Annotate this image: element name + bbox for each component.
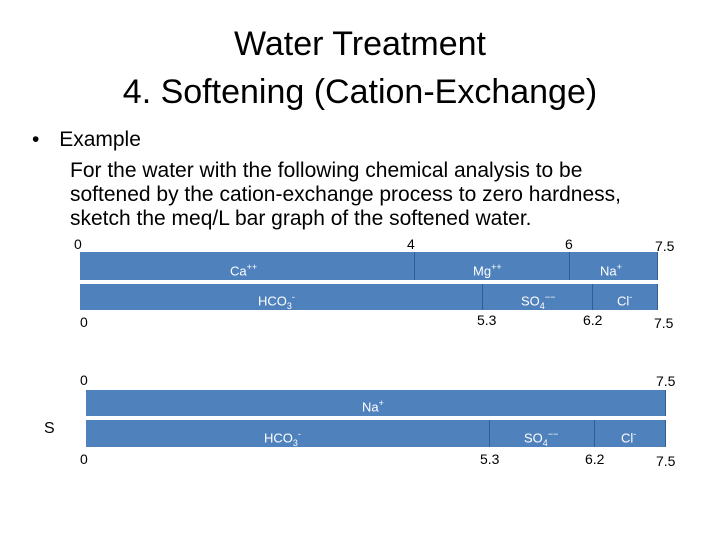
raw-bar-cl: Cl- <box>593 284 658 310</box>
raw-label-hco3: HCO3- <box>258 292 295 311</box>
raw-cation-tick-6: 6 <box>565 236 573 252</box>
raw-label-ca: Ca++ <box>230 262 258 279</box>
raw-label-so4: SO4−− <box>521 292 556 311</box>
example-heading: Example <box>59 128 141 151</box>
soft-bar-hco3: HCO3- <box>86 420 490 448</box>
slide-title-line-1: Water Treatment <box>234 25 486 63</box>
raw-cation-tick-0: 0 <box>74 236 82 252</box>
raw-label-mg: Mg++ <box>473 262 502 279</box>
raw-label-na: Na+ <box>600 262 622 279</box>
soft-anion-tick-0: 0 <box>80 451 88 467</box>
raw-bar-so4: SO4−− <box>483 284 593 311</box>
raw-anion-tick-7-5: 7.5 <box>654 315 674 331</box>
slide-title-line-2: 4. Softening (Cation-Exchange) <box>122 73 598 111</box>
bullet-example: • Example <box>32 128 141 152</box>
example-text-line-3: sketch the meq/L bar graph of the soften… <box>70 207 532 230</box>
raw-anion-tick-5-3: 5.3 <box>477 312 497 328</box>
bullet-dot: • <box>32 128 40 151</box>
raw-bar-mg: Mg++ <box>415 252 570 280</box>
example-text-line-1: For the water with the following chemica… <box>70 159 583 182</box>
soft-label-so4: SO4−− <box>524 429 559 448</box>
raw-anion-tick-6-2: 6.2 <box>583 312 603 328</box>
softened-side-label: S <box>44 420 55 437</box>
soft-label-na: Na+ <box>362 398 384 415</box>
soft-anion-tick-6-2: 6.2 <box>585 451 605 467</box>
example-text-line-2: softened by the cation-exchange process … <box>70 183 622 206</box>
raw-bar-hco3: HCO3- <box>80 284 483 311</box>
raw-cation-tick-7-5: 7.5 <box>655 238 675 254</box>
soft-label-hco3: HCO3- <box>264 429 301 448</box>
raw-bar-na: Na+ <box>570 252 658 280</box>
soft-anion-tick-7-5: 7.5 <box>656 453 676 469</box>
soft-bar-na: Na+ <box>86 390 666 416</box>
soft-cation-tick-7-5: 7.5 <box>656 373 676 389</box>
soft-anion-tick-5-3: 5.3 <box>480 451 500 467</box>
soft-cation-tick-0: 0 <box>80 372 88 388</box>
raw-cation-tick-4: 4 <box>407 236 415 252</box>
raw-bar-ca: Ca++ <box>80 252 415 280</box>
raw-label-cl: Cl- <box>617 292 633 309</box>
raw-anion-tick-0: 0 <box>80 314 88 330</box>
soft-label-cl: Cl- <box>621 429 637 446</box>
soft-bar-so4: SO4−− <box>490 420 595 448</box>
soft-bar-cl: Cl- <box>595 420 666 447</box>
